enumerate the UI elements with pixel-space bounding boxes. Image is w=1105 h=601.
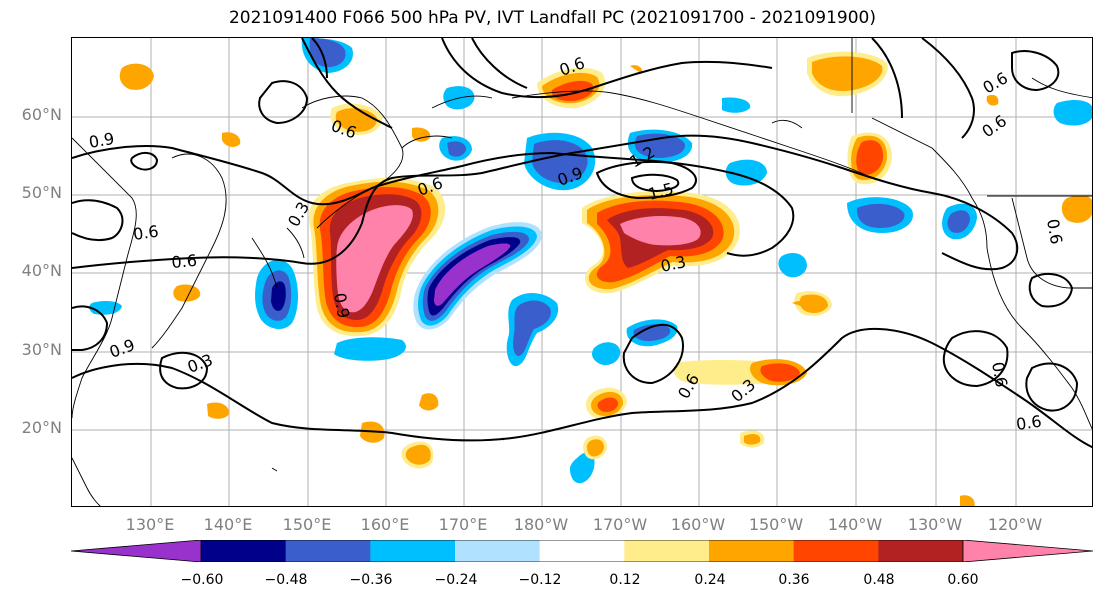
lon-label-140e: 140°E: [203, 515, 253, 534]
contour-label: 0.6: [980, 68, 1012, 97]
contour-label: 0.6: [132, 222, 160, 244]
colorbar-tick: 0.36: [778, 572, 810, 588]
colorbar-tick: −0.48: [264, 572, 308, 588]
colorbar-cell: [624, 540, 710, 562]
lat-label-50n: 50°N: [21, 183, 62, 202]
contour-1-2: [595, 160, 697, 200]
lon-label-130w: 130°W: [907, 515, 963, 534]
colorbar-cell: [878, 540, 964, 562]
colorbar-cell: [793, 540, 879, 562]
lon-label-130e: 130°E: [125, 515, 175, 534]
colorbar-cell: [285, 540, 371, 562]
colorbar-cell: [201, 540, 287, 562]
lon-label-160e: 160°E: [360, 515, 410, 534]
contour-0-3-upper: [301, 38, 393, 129]
lon-label-160w: 160°W: [670, 515, 726, 534]
lon-label-150w: 150°W: [748, 515, 804, 534]
colorbar: [71, 540, 1093, 562]
lon-label-170w: 170°W: [592, 515, 648, 534]
contour-label: 0.9: [107, 335, 137, 362]
lon-label-180w: 180°W: [513, 515, 569, 534]
ivt-contours: [72, 38, 1092, 449]
lon-label-120w: 120°W: [987, 515, 1043, 534]
colorbar-tick: −0.36: [349, 572, 393, 588]
colorbar-tick: −0.12: [518, 572, 562, 588]
pv-shading: [89, 38, 1092, 506]
contour-label: 0.3: [659, 252, 688, 276]
colorbar-cell: [370, 540, 456, 562]
map-panel: 0.9 0.6 0.3 0.6 0.9 1.2 1.5 0.3 0.9 0.6 …: [71, 37, 1093, 507]
lat-label-30n: 30°N: [21, 340, 62, 359]
contour-label: 0.3: [284, 198, 313, 230]
colorbar-tick: 0.12: [609, 572, 641, 588]
contour-0-6-upper: [441, 38, 773, 99]
map-canvas: 0.9 0.6 0.3 0.6 0.9 1.2 1.5 0.3 0.9 0.6 …: [72, 38, 1092, 506]
colorbar-tick: 0.24: [694, 572, 726, 588]
lat-label-20n: 20°N: [21, 418, 62, 437]
colorbar-cell: [539, 540, 625, 562]
lon-label-150e: 150°E: [282, 515, 332, 534]
contour-0-3-south: [72, 327, 1092, 449]
colorbar-tick: −0.24: [434, 572, 478, 588]
colorbar-cell: [455, 540, 541, 562]
colorbar-extend-max: [962, 540, 1093, 562]
contour-label: 0.6: [978, 111, 1010, 141]
contour-label: 0.6: [171, 251, 198, 272]
contour-label: 0.6: [1015, 412, 1043, 434]
colorbar-tick: −0.60: [180, 572, 224, 588]
contour-label: 0.9: [87, 129, 115, 152]
contour-1-5: [630, 173, 680, 193]
colorbar-tick: 0.60: [947, 572, 979, 588]
coastlines: [72, 38, 1092, 506]
lat-label-60n: 60°N: [21, 105, 62, 124]
contour-label-group: 0.9 0.6 0.3 0.6 0.9 1.2 1.5 0.3 0.9 0.6 …: [87, 53, 1066, 434]
contour-0-9-main: [72, 145, 795, 257]
contour-0-6-middle: [72, 134, 1019, 271]
contour-label: 0.6: [1043, 217, 1066, 245]
graticule: [72, 38, 1092, 506]
lon-label-170e: 170°E: [438, 515, 488, 534]
contour-label: 0.6: [988, 360, 1011, 388]
colorbar-extend-min: [71, 540, 202, 562]
map-title: 2021091400 F066 500 hPa PV, IVT Landfall…: [228, 8, 876, 28]
colorbar-tick: 0.48: [863, 572, 895, 588]
contour-label: 0.9: [330, 291, 353, 319]
lon-label-140w: 140°W: [827, 515, 883, 534]
colorbar-cell: [709, 540, 795, 562]
lat-label-40n: 40°N: [21, 261, 62, 280]
